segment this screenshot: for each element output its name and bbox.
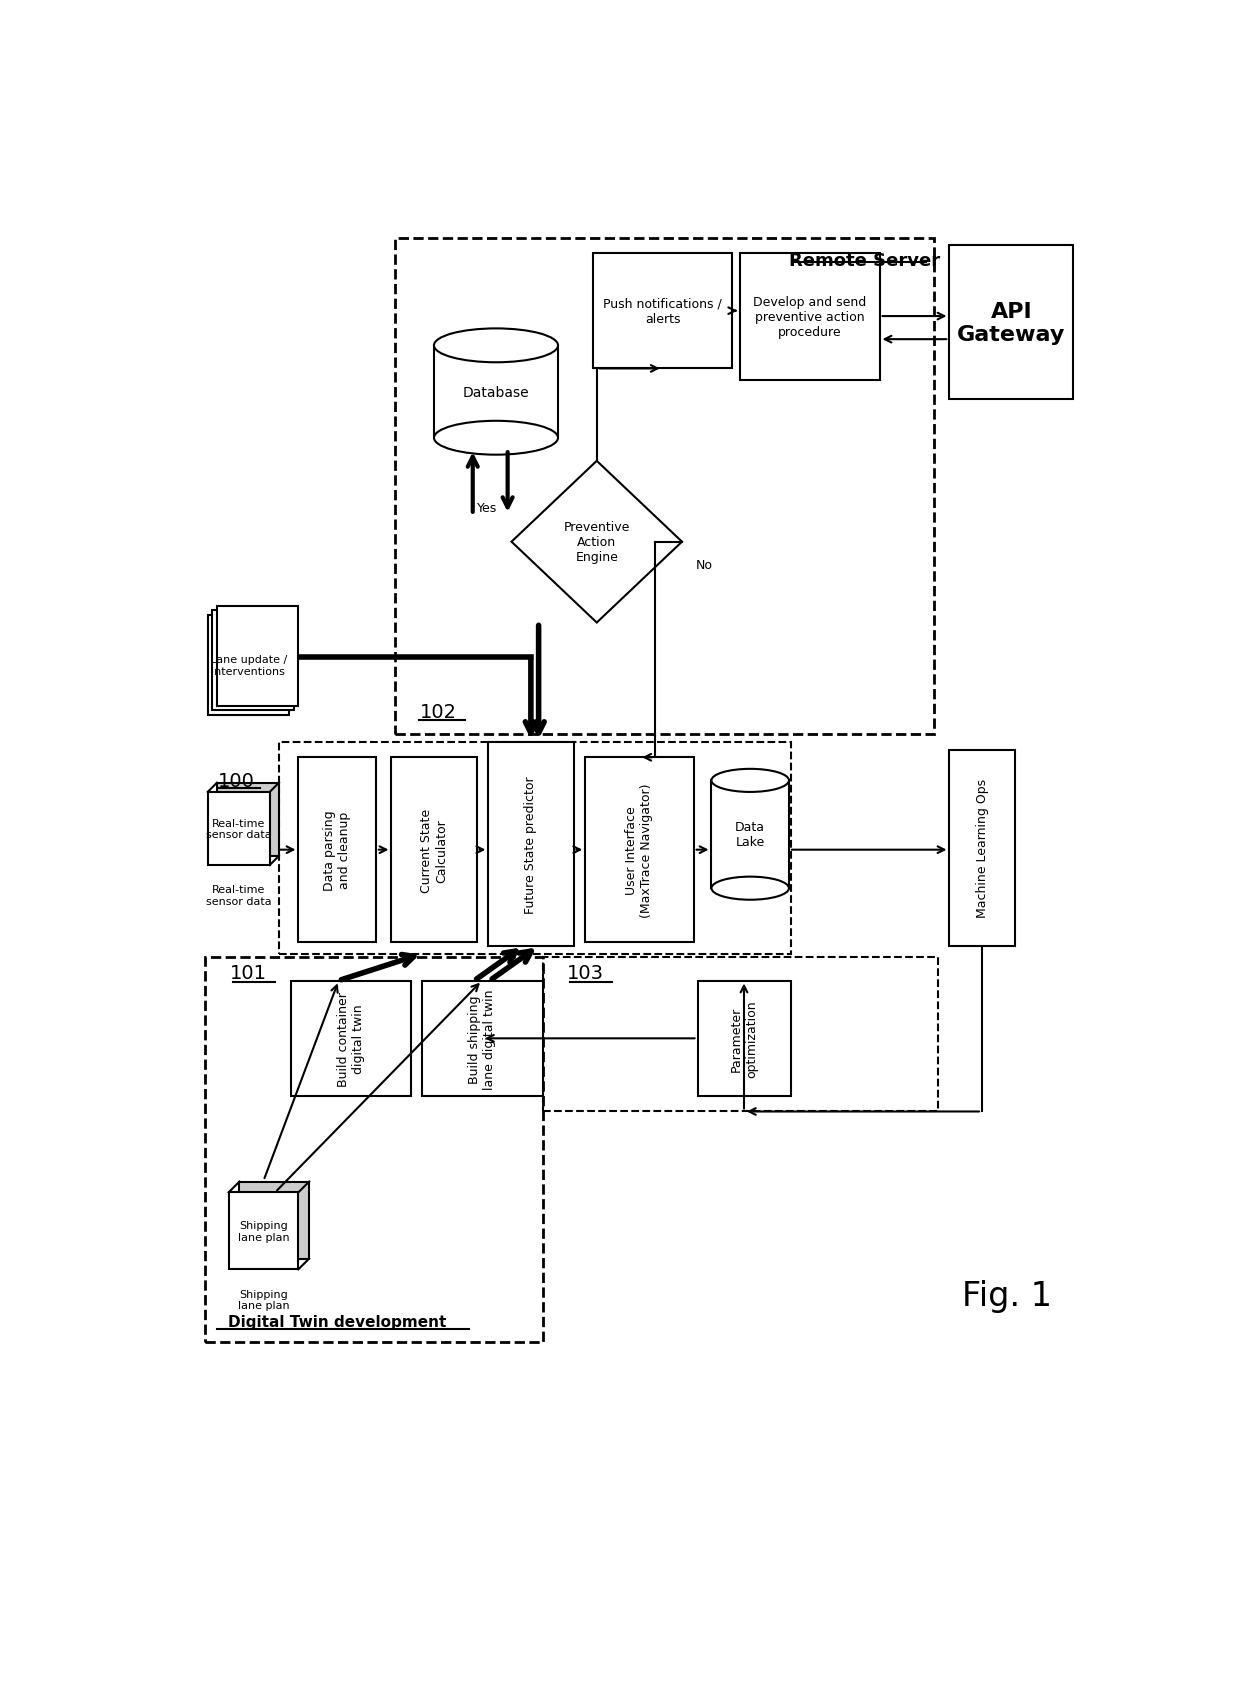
- Text: Preventive
Action
Engine: Preventive Action Engine: [563, 521, 630, 564]
- Ellipse shape: [712, 769, 789, 793]
- Text: 101: 101: [229, 964, 267, 983]
- Text: Lane update /
interventions: Lane update / interventions: [210, 655, 286, 676]
- Text: Develop and send
preventive action
procedure: Develop and send preventive action proce…: [753, 295, 867, 340]
- Bar: [207, 615, 289, 715]
- Text: Real-time
sensor data: Real-time sensor data: [206, 818, 272, 841]
- Text: Yes: Yes: [477, 501, 497, 514]
- Bar: [217, 783, 279, 856]
- Bar: [299, 757, 376, 942]
- Ellipse shape: [434, 421, 558, 455]
- Text: Shipping
lane plan: Shipping lane plan: [238, 1289, 289, 1311]
- Text: User Interface
(MaxTrace Navigator): User Interface (MaxTrace Navigator): [625, 783, 653, 917]
- Bar: [489, 742, 573, 946]
- Text: Build shipping
lane digital twin: Build shipping lane digital twin: [469, 988, 496, 1088]
- Bar: [697, 981, 791, 1097]
- Bar: [740, 253, 879, 380]
- Text: Machine Learning Ops: Machine Learning Ops: [976, 779, 988, 919]
- Text: Digital Twin development: Digital Twin development: [228, 1314, 446, 1330]
- Polygon shape: [511, 462, 682, 623]
- Text: Current State
Calculator: Current State Calculator: [420, 808, 448, 891]
- Ellipse shape: [712, 878, 789, 900]
- Bar: [423, 981, 543, 1097]
- Bar: [217, 606, 299, 706]
- Text: 100: 100: [218, 771, 254, 790]
- Text: Data parsing
and cleanup: Data parsing and cleanup: [324, 810, 351, 890]
- Text: Database: Database: [463, 385, 529, 399]
- Text: 103: 103: [567, 964, 604, 983]
- Text: Future State predictor: Future State predictor: [525, 776, 537, 914]
- Bar: [950, 751, 1016, 946]
- Bar: [212, 611, 294, 711]
- Text: Build container
digital twin: Build container digital twin: [337, 992, 365, 1087]
- Bar: [950, 246, 1074, 401]
- Text: Shipping
lane plan: Shipping lane plan: [238, 1221, 289, 1241]
- Text: Remote Server: Remote Server: [789, 253, 940, 270]
- Bar: [712, 781, 789, 888]
- Ellipse shape: [434, 329, 558, 363]
- Bar: [228, 1192, 299, 1270]
- Bar: [585, 757, 693, 942]
- Bar: [239, 1182, 309, 1258]
- Bar: [207, 793, 270, 866]
- Bar: [543, 958, 937, 1112]
- Text: Data
Lake: Data Lake: [735, 820, 765, 849]
- Text: Fig. 1: Fig. 1: [962, 1279, 1053, 1313]
- Text: Parameter
optimization: Parameter optimization: [730, 1000, 758, 1078]
- Text: Push notifications /
alerts: Push notifications / alerts: [603, 297, 722, 326]
- Bar: [206, 958, 543, 1343]
- Bar: [434, 346, 558, 438]
- Text: Real-time
sensor data: Real-time sensor data: [206, 885, 272, 907]
- Bar: [593, 253, 733, 368]
- Bar: [290, 981, 410, 1097]
- Text: API
Gateway: API Gateway: [957, 302, 1065, 345]
- Text: No: No: [696, 559, 713, 572]
- Bar: [396, 238, 934, 735]
- Bar: [279, 742, 791, 954]
- Text: 102: 102: [419, 703, 456, 722]
- Bar: [392, 757, 476, 942]
